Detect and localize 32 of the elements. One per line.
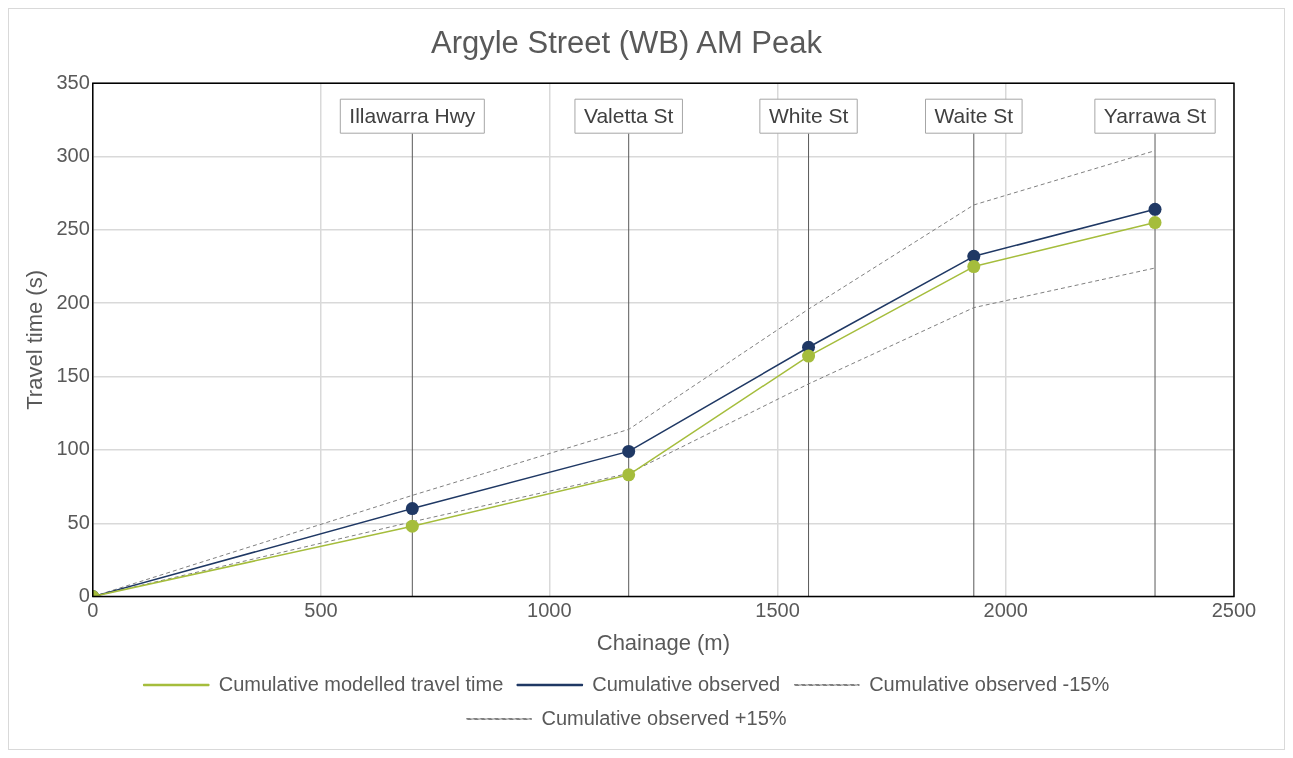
ref-line-label: Waite St bbox=[934, 104, 1014, 127]
y-tick-label: 300 bbox=[56, 144, 90, 167]
point bbox=[622, 468, 636, 482]
y-tick-label: 250 bbox=[56, 217, 90, 240]
point bbox=[1148, 216, 1162, 230]
legend-label: Cumulative observed +15% bbox=[541, 706, 787, 729]
x-axis-title: Chainage (m) bbox=[596, 629, 731, 655]
y-tick-label: 50 bbox=[67, 510, 90, 533]
x-tick-label: 1500 bbox=[755, 599, 800, 622]
legend-label: Cumulative modelled travel time bbox=[218, 672, 504, 695]
point bbox=[405, 519, 419, 533]
point bbox=[1148, 202, 1162, 216]
y-tick-label: 100 bbox=[56, 437, 90, 460]
y-tick-label: 200 bbox=[56, 290, 90, 313]
x-tick-label: 500 bbox=[304, 599, 338, 622]
ref-line-label: Valetta St bbox=[583, 104, 674, 127]
legend-label: Cumulative observed -15% bbox=[869, 672, 1110, 695]
x-tick-label: 2000 bbox=[983, 599, 1028, 622]
ref-line-label: Illawarra Hwy bbox=[349, 104, 476, 127]
chart-title: Argyle Street (WB) AM Peak bbox=[430, 25, 823, 61]
y-tick-label: 350 bbox=[56, 70, 90, 93]
x-tick-label: 2500 bbox=[1211, 599, 1257, 622]
point bbox=[405, 502, 419, 516]
point bbox=[802, 349, 816, 363]
x-tick-label: 1000 bbox=[527, 599, 572, 622]
y-axis-title: Travel time (s) bbox=[22, 270, 48, 410]
legend-label: Cumulative observed bbox=[592, 672, 781, 695]
y-tick-label: 150 bbox=[56, 364, 90, 387]
point bbox=[622, 444, 636, 458]
ref-line-label: Yarrawa St bbox=[1103, 104, 1207, 127]
point bbox=[967, 260, 981, 274]
ref-line-label: White St bbox=[768, 104, 849, 127]
